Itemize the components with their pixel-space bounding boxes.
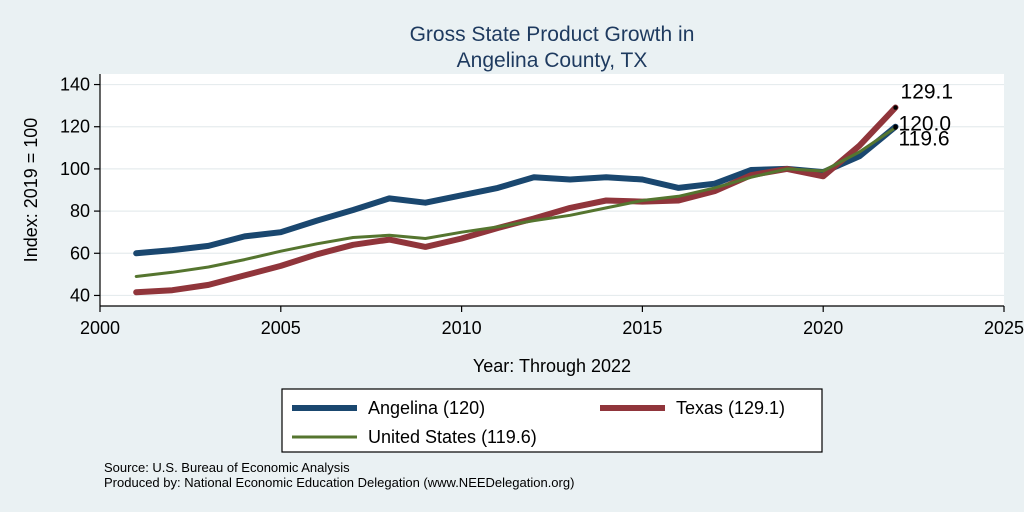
y-tick-label: 140 (60, 75, 90, 95)
end-value-label: 119.6 (899, 128, 950, 151)
legend: Angelina (120) Texas (129.1) United States… (281, 388, 823, 453)
series-line (134, 126, 897, 278)
legend-box (281, 388, 823, 453)
end-point (893, 125, 898, 130)
x-tick-label: 2025 (984, 318, 1024, 338)
x-axis-label: Year: Through 2022 (473, 356, 631, 376)
end-value-label: 120.0 (899, 113, 952, 136)
chart-title-line-2: Angelina County, TX (457, 49, 648, 72)
x-tick-label: 2005 (261, 318, 301, 338)
legend-label: Angelina (120) (368, 398, 485, 418)
axes (94, 74, 1005, 312)
x-tick-label: 2015 (622, 318, 662, 338)
y-tick-labels: 40 60 80 100 120 140 (60, 75, 90, 306)
y-tick-label: 40 (70, 285, 90, 305)
y-axis-label: Index: 2019 = 100 (21, 118, 41, 263)
plot-area (100, 74, 1004, 306)
x-tick-labels: 2000 2005 2010 2015 2020 2025 (80, 318, 1024, 338)
chart-title-line-1: Gross State Product Growth in (410, 23, 695, 46)
legend-label: United States (119.6) (368, 427, 537, 447)
source-note: Source: U.S. Bureau of Economic Analysis (104, 460, 350, 475)
end-value-label: 129.1 (901, 81, 954, 104)
end-labels: 120.0 129.1 119.6 (893, 81, 953, 151)
y-tick-label: 80 (70, 201, 90, 221)
series-lines (133, 104, 899, 296)
x-tick-label: 2000 (80, 318, 120, 338)
x-tick-label: 2020 (803, 318, 843, 338)
legend-label: Texas (129.1) (676, 398, 785, 418)
y-tick-label: 60 (70, 243, 90, 263)
y-tick-label: 100 (60, 159, 90, 179)
chart-title: Gross State Product Growth in Angelina C… (410, 23, 695, 72)
produced-by-note: Produced by: National Economic Education… (104, 475, 575, 490)
end-point (893, 105, 898, 110)
x-tick-label: 2010 (442, 318, 482, 338)
y-tick-label: 120 (60, 117, 90, 137)
